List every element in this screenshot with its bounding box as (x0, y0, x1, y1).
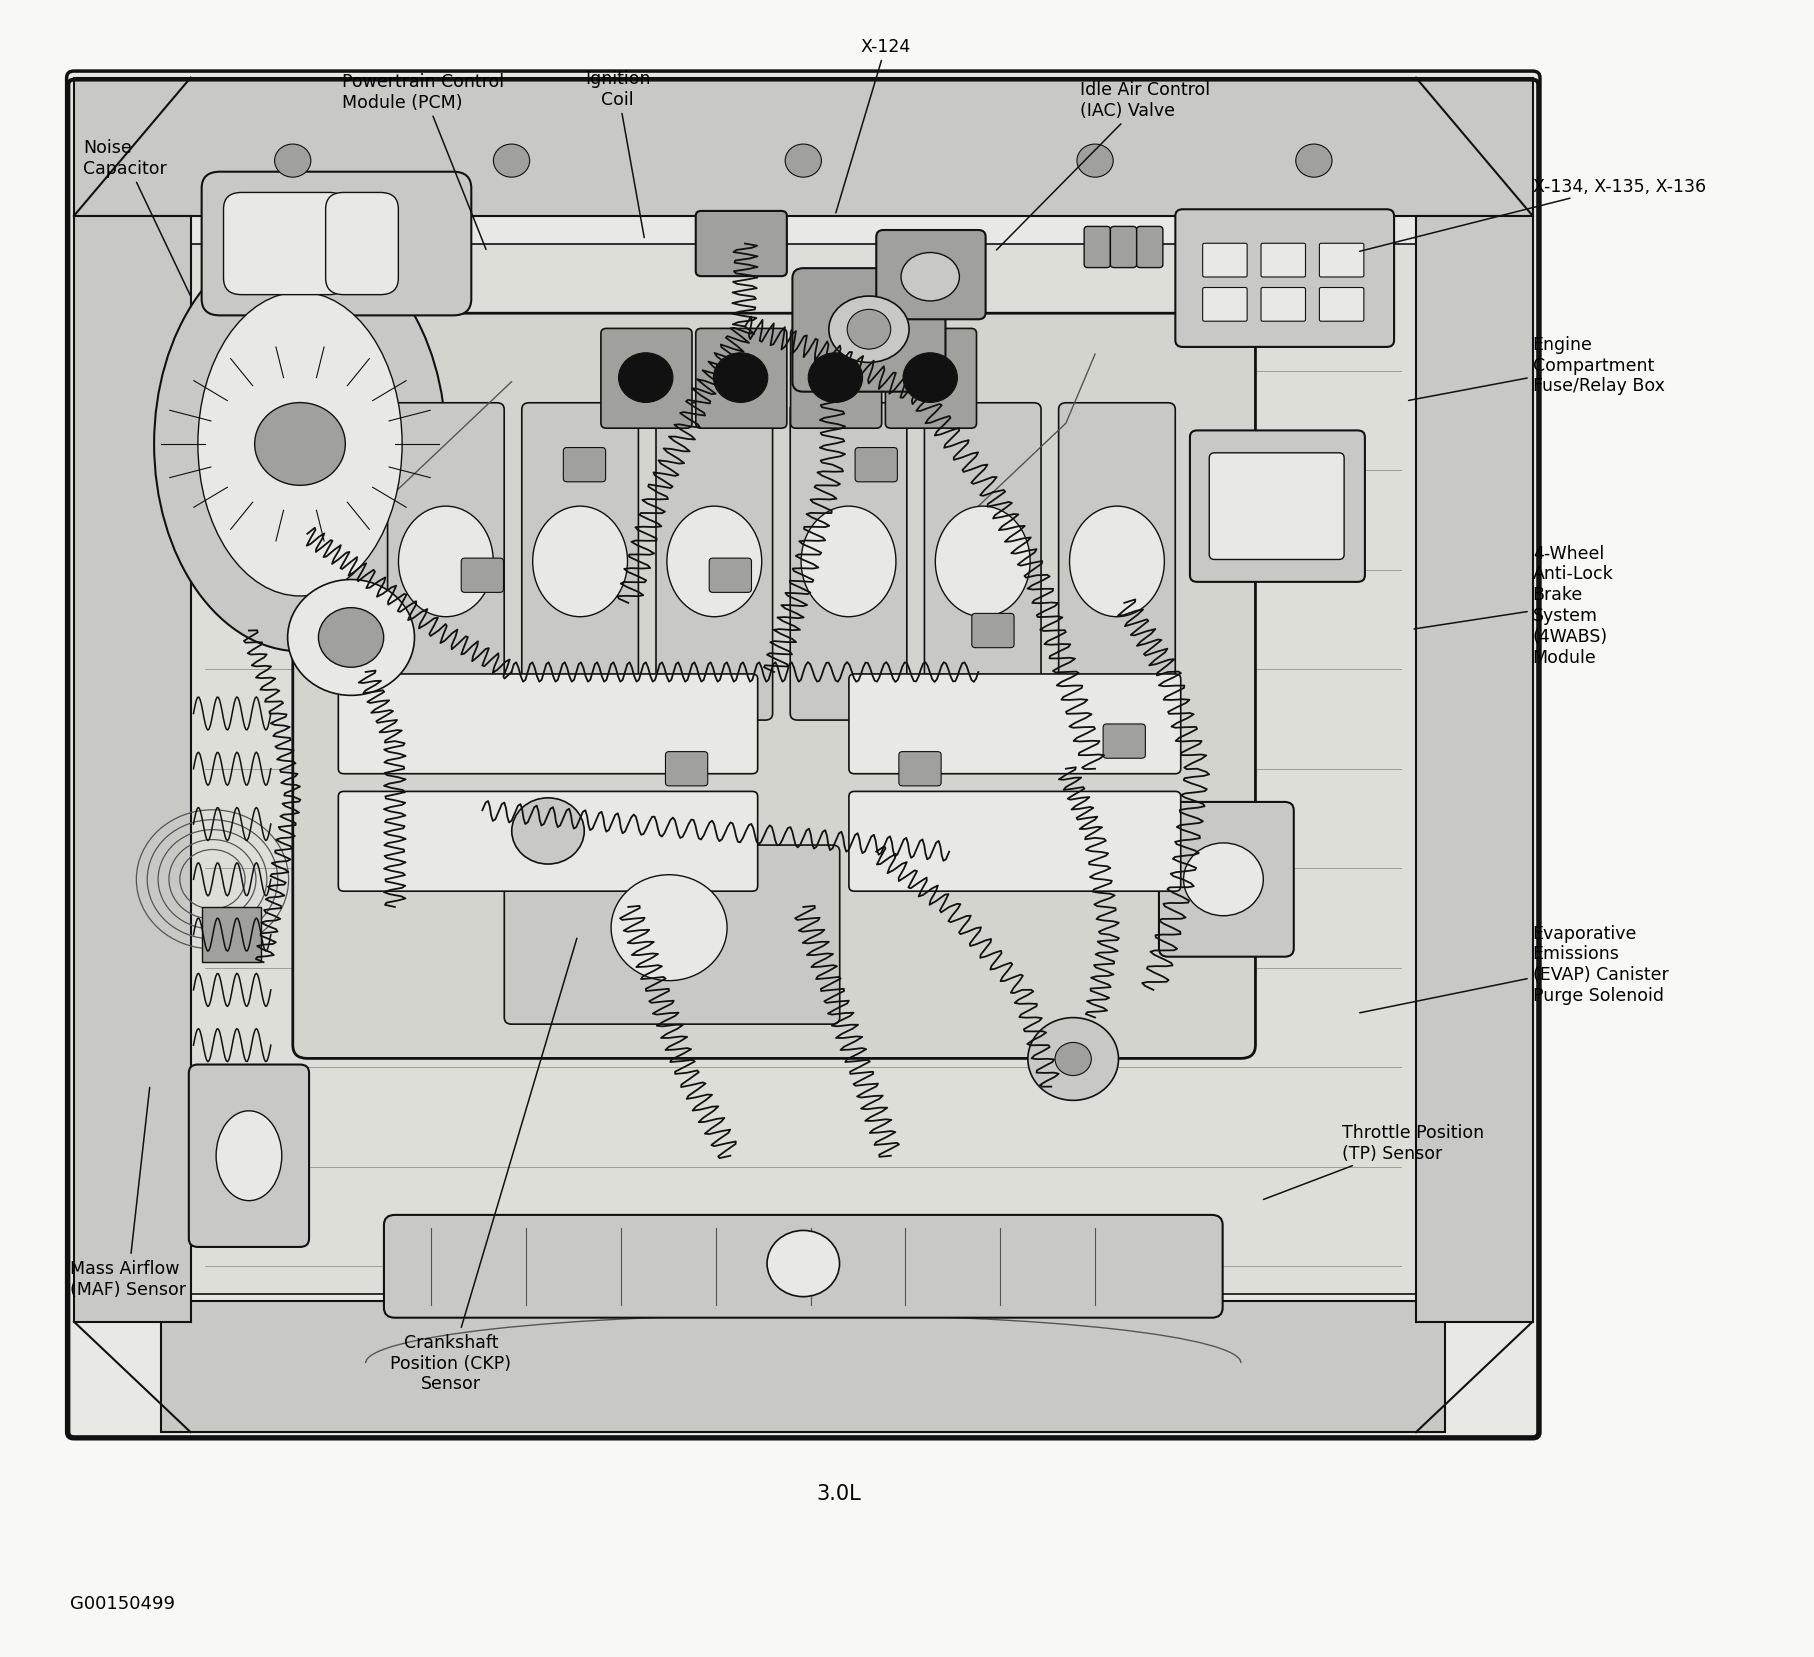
FancyBboxPatch shape (666, 752, 707, 787)
Circle shape (1027, 1017, 1117, 1100)
FancyBboxPatch shape (695, 212, 787, 277)
FancyBboxPatch shape (655, 404, 773, 721)
Ellipse shape (1068, 507, 1165, 618)
Circle shape (619, 353, 673, 403)
FancyBboxPatch shape (1190, 431, 1364, 583)
FancyBboxPatch shape (223, 194, 346, 295)
Ellipse shape (900, 254, 960, 302)
Circle shape (1295, 144, 1331, 177)
FancyBboxPatch shape (562, 449, 606, 482)
Circle shape (512, 799, 584, 865)
Text: Ignition
Coil: Ignition Coil (584, 70, 649, 239)
FancyBboxPatch shape (876, 230, 985, 320)
Text: Mass Airflow
(MAF) Sensor: Mass Airflow (MAF) Sensor (71, 1087, 187, 1297)
FancyBboxPatch shape (1083, 227, 1110, 268)
FancyBboxPatch shape (292, 315, 1255, 1059)
FancyBboxPatch shape (461, 558, 502, 593)
Circle shape (767, 1231, 840, 1297)
FancyBboxPatch shape (1203, 244, 1246, 278)
Ellipse shape (198, 293, 403, 597)
FancyBboxPatch shape (1110, 227, 1136, 268)
FancyBboxPatch shape (885, 330, 976, 429)
Circle shape (1054, 1042, 1090, 1075)
FancyBboxPatch shape (849, 674, 1181, 774)
FancyBboxPatch shape (1203, 288, 1246, 321)
Ellipse shape (399, 507, 493, 618)
FancyBboxPatch shape (791, 330, 882, 429)
Circle shape (713, 353, 767, 403)
Bar (190, 244, 1415, 1294)
FancyBboxPatch shape (388, 404, 504, 721)
Ellipse shape (532, 507, 628, 618)
Ellipse shape (829, 297, 909, 363)
FancyBboxPatch shape (504, 845, 840, 1024)
FancyBboxPatch shape (1175, 210, 1393, 348)
FancyBboxPatch shape (970, 615, 1014, 648)
FancyBboxPatch shape (1159, 802, 1293, 958)
FancyBboxPatch shape (923, 404, 1041, 721)
FancyBboxPatch shape (337, 792, 756, 891)
Bar (74, 217, 190, 1322)
Bar (201, 908, 261, 963)
FancyBboxPatch shape (521, 404, 639, 721)
Circle shape (1076, 144, 1112, 177)
Ellipse shape (154, 237, 446, 651)
FancyBboxPatch shape (325, 194, 397, 295)
FancyBboxPatch shape (1261, 244, 1304, 278)
Text: Noise
Capacitor: Noise Capacitor (83, 139, 190, 297)
FancyBboxPatch shape (849, 792, 1181, 891)
FancyBboxPatch shape (201, 172, 472, 316)
Bar (1415, 217, 1531, 1322)
Circle shape (317, 608, 383, 668)
Ellipse shape (216, 1112, 281, 1201)
Text: 3.0L: 3.0L (816, 1483, 860, 1503)
FancyBboxPatch shape (854, 449, 896, 482)
FancyBboxPatch shape (1319, 288, 1362, 321)
FancyBboxPatch shape (1261, 288, 1304, 321)
Text: G00150499: G00150499 (71, 1594, 176, 1612)
FancyBboxPatch shape (695, 330, 787, 429)
Bar (161, 1301, 1444, 1432)
Circle shape (611, 875, 727, 981)
FancyBboxPatch shape (67, 71, 1538, 1438)
FancyBboxPatch shape (1058, 404, 1175, 721)
FancyBboxPatch shape (600, 330, 691, 429)
FancyBboxPatch shape (793, 268, 945, 393)
Circle shape (254, 403, 345, 486)
Ellipse shape (934, 507, 1030, 618)
Text: Engine
Compartment
Fuse/Relay Box: Engine Compartment Fuse/Relay Box (1408, 335, 1663, 401)
Circle shape (785, 144, 822, 177)
FancyBboxPatch shape (1319, 244, 1362, 278)
FancyBboxPatch shape (1103, 724, 1145, 759)
FancyBboxPatch shape (789, 404, 907, 721)
Text: Powertrain Control
Module (PCM): Powertrain Control Module (PCM) (341, 73, 504, 250)
Text: X-124: X-124 (836, 38, 911, 214)
FancyBboxPatch shape (898, 752, 941, 787)
Circle shape (274, 144, 310, 177)
Text: Idle Air Control
(IAC) Valve: Idle Air Control (IAC) Valve (996, 81, 1210, 250)
Circle shape (847, 310, 891, 350)
Text: X-134, X-135, X-136: X-134, X-135, X-136 (1359, 177, 1705, 252)
FancyBboxPatch shape (1136, 227, 1163, 268)
Circle shape (493, 144, 530, 177)
Text: 4-Wheel
Anti-Lock
Brake
System
(4WABS)
Module: 4-Wheel Anti-Lock Brake System (4WABS) M… (1413, 543, 1613, 666)
FancyBboxPatch shape (1208, 454, 1344, 560)
Ellipse shape (666, 507, 762, 618)
FancyBboxPatch shape (709, 558, 751, 593)
Circle shape (807, 353, 862, 403)
Bar (74, 78, 1531, 217)
Circle shape (287, 580, 414, 696)
FancyBboxPatch shape (189, 1065, 308, 1248)
Circle shape (1183, 843, 1263, 916)
Text: Crankshaft
Position (CKP)
Sensor: Crankshaft Position (CKP) Sensor (390, 938, 577, 1392)
Circle shape (903, 353, 956, 403)
Text: Throttle Position
(TP) Sensor: Throttle Position (TP) Sensor (1263, 1123, 1484, 1200)
Ellipse shape (800, 507, 896, 618)
FancyBboxPatch shape (385, 1215, 1223, 1317)
Text: Evaporative
Emissions
(EVAP) Canister
Purge Solenoid: Evaporative Emissions (EVAP) Canister Pu… (1359, 925, 1667, 1012)
FancyBboxPatch shape (337, 674, 756, 774)
